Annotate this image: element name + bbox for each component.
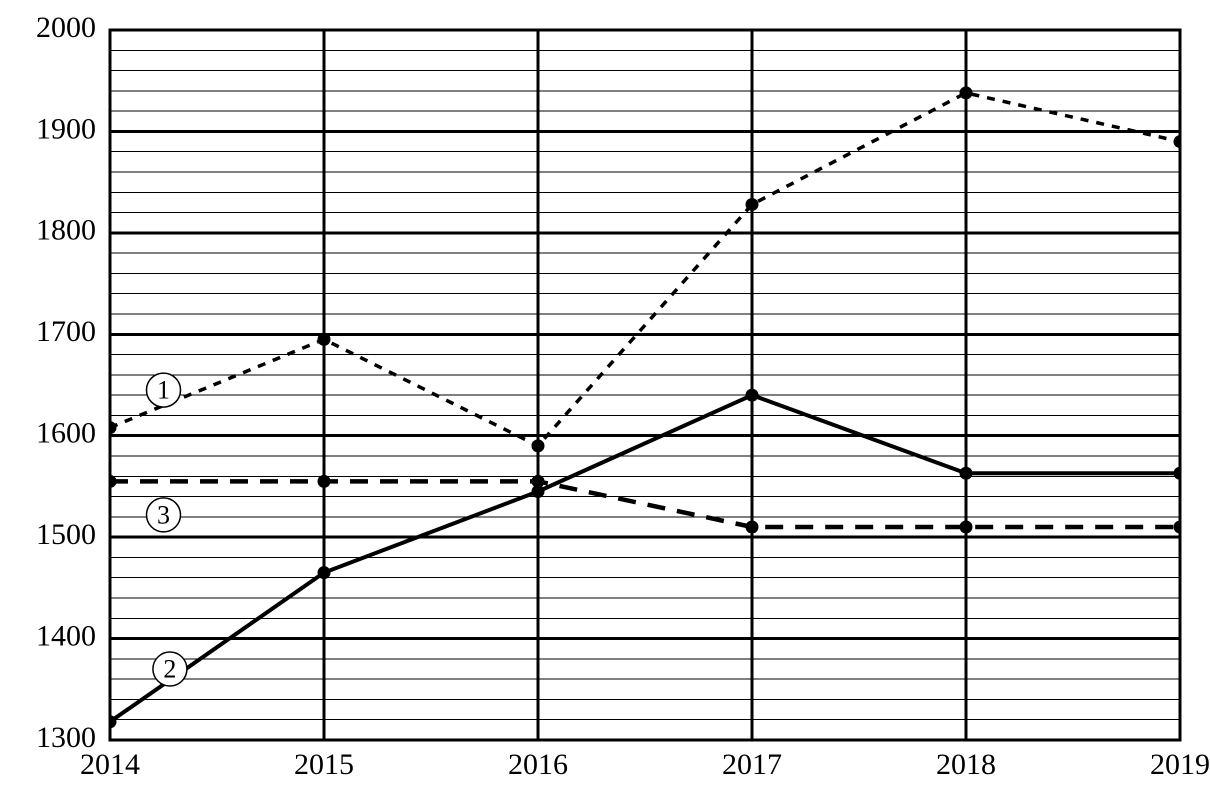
y-tick-label: 1900 xyxy=(36,112,96,145)
y-tick-label: 1500 xyxy=(36,518,96,551)
x-tick-label: 2014 xyxy=(80,748,140,781)
series-1-marker xyxy=(960,86,973,99)
svg-text:1: 1 xyxy=(157,376,170,405)
series-3-label: 3 xyxy=(147,498,181,532)
series-2-marker xyxy=(960,467,973,480)
y-tick-label: 1700 xyxy=(36,315,96,348)
series-1-marker xyxy=(746,198,759,211)
y-tick-label: 2000 xyxy=(36,11,96,44)
line-chart: 1231300140015001600170018001900200020142… xyxy=(0,0,1210,809)
series-2-marker xyxy=(746,389,759,402)
series-3-marker xyxy=(532,475,545,488)
series-2-label: 2 xyxy=(153,652,187,686)
series-3-marker xyxy=(960,521,973,534)
series-3-marker xyxy=(746,521,759,534)
x-tick-label: 2017 xyxy=(722,748,782,781)
series-1-marker xyxy=(318,333,331,346)
x-tick-label: 2015 xyxy=(294,748,354,781)
series-2-marker xyxy=(318,566,331,579)
series-3-marker xyxy=(318,475,331,488)
y-tick-label: 1800 xyxy=(36,214,96,247)
svg-text:2: 2 xyxy=(163,655,176,684)
y-tick-label: 1600 xyxy=(36,417,96,450)
series-1-label: 1 xyxy=(147,373,181,407)
x-tick-label: 2018 xyxy=(936,748,996,781)
x-tick-label: 2016 xyxy=(508,748,568,781)
series-1-marker xyxy=(532,439,545,452)
x-tick-label: 2019 xyxy=(1150,748,1210,781)
y-tick-label: 1400 xyxy=(36,619,96,652)
svg-text:3: 3 xyxy=(157,500,170,529)
